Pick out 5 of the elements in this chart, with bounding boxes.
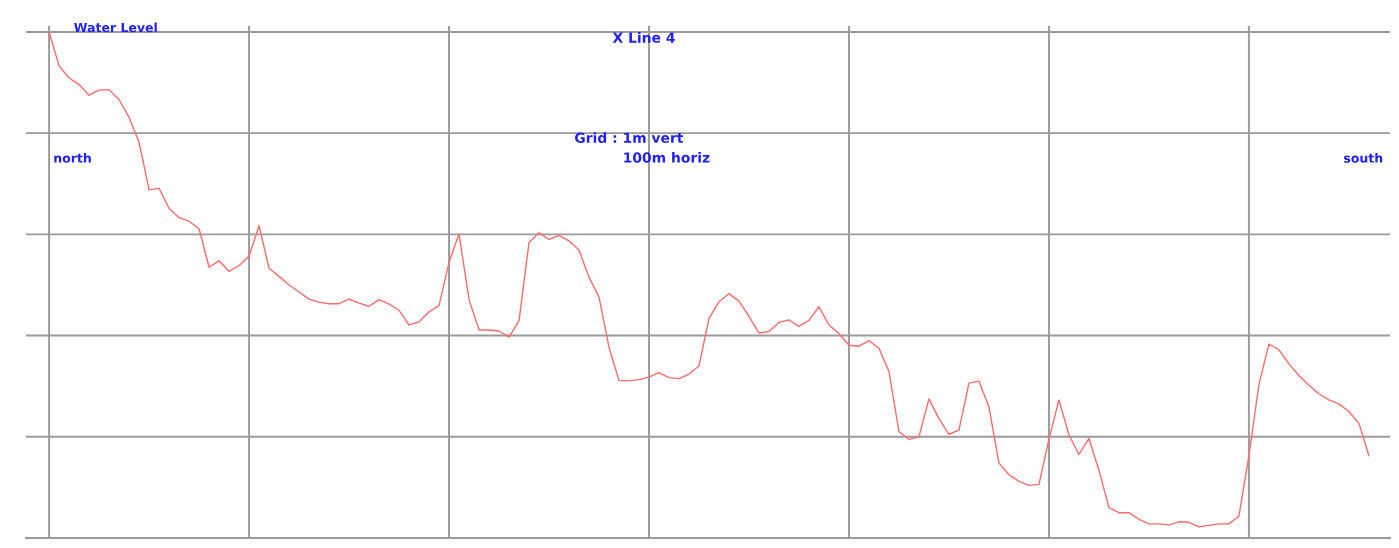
annotation: south — [1344, 153, 1383, 163]
annotation: Water Level — [74, 22, 157, 33]
chart-title: X Line 4 — [612, 32, 675, 43]
annotation: Grid : 1m vert 100m horiz — [575, 132, 710, 163]
annotation: north — [54, 153, 91, 163]
